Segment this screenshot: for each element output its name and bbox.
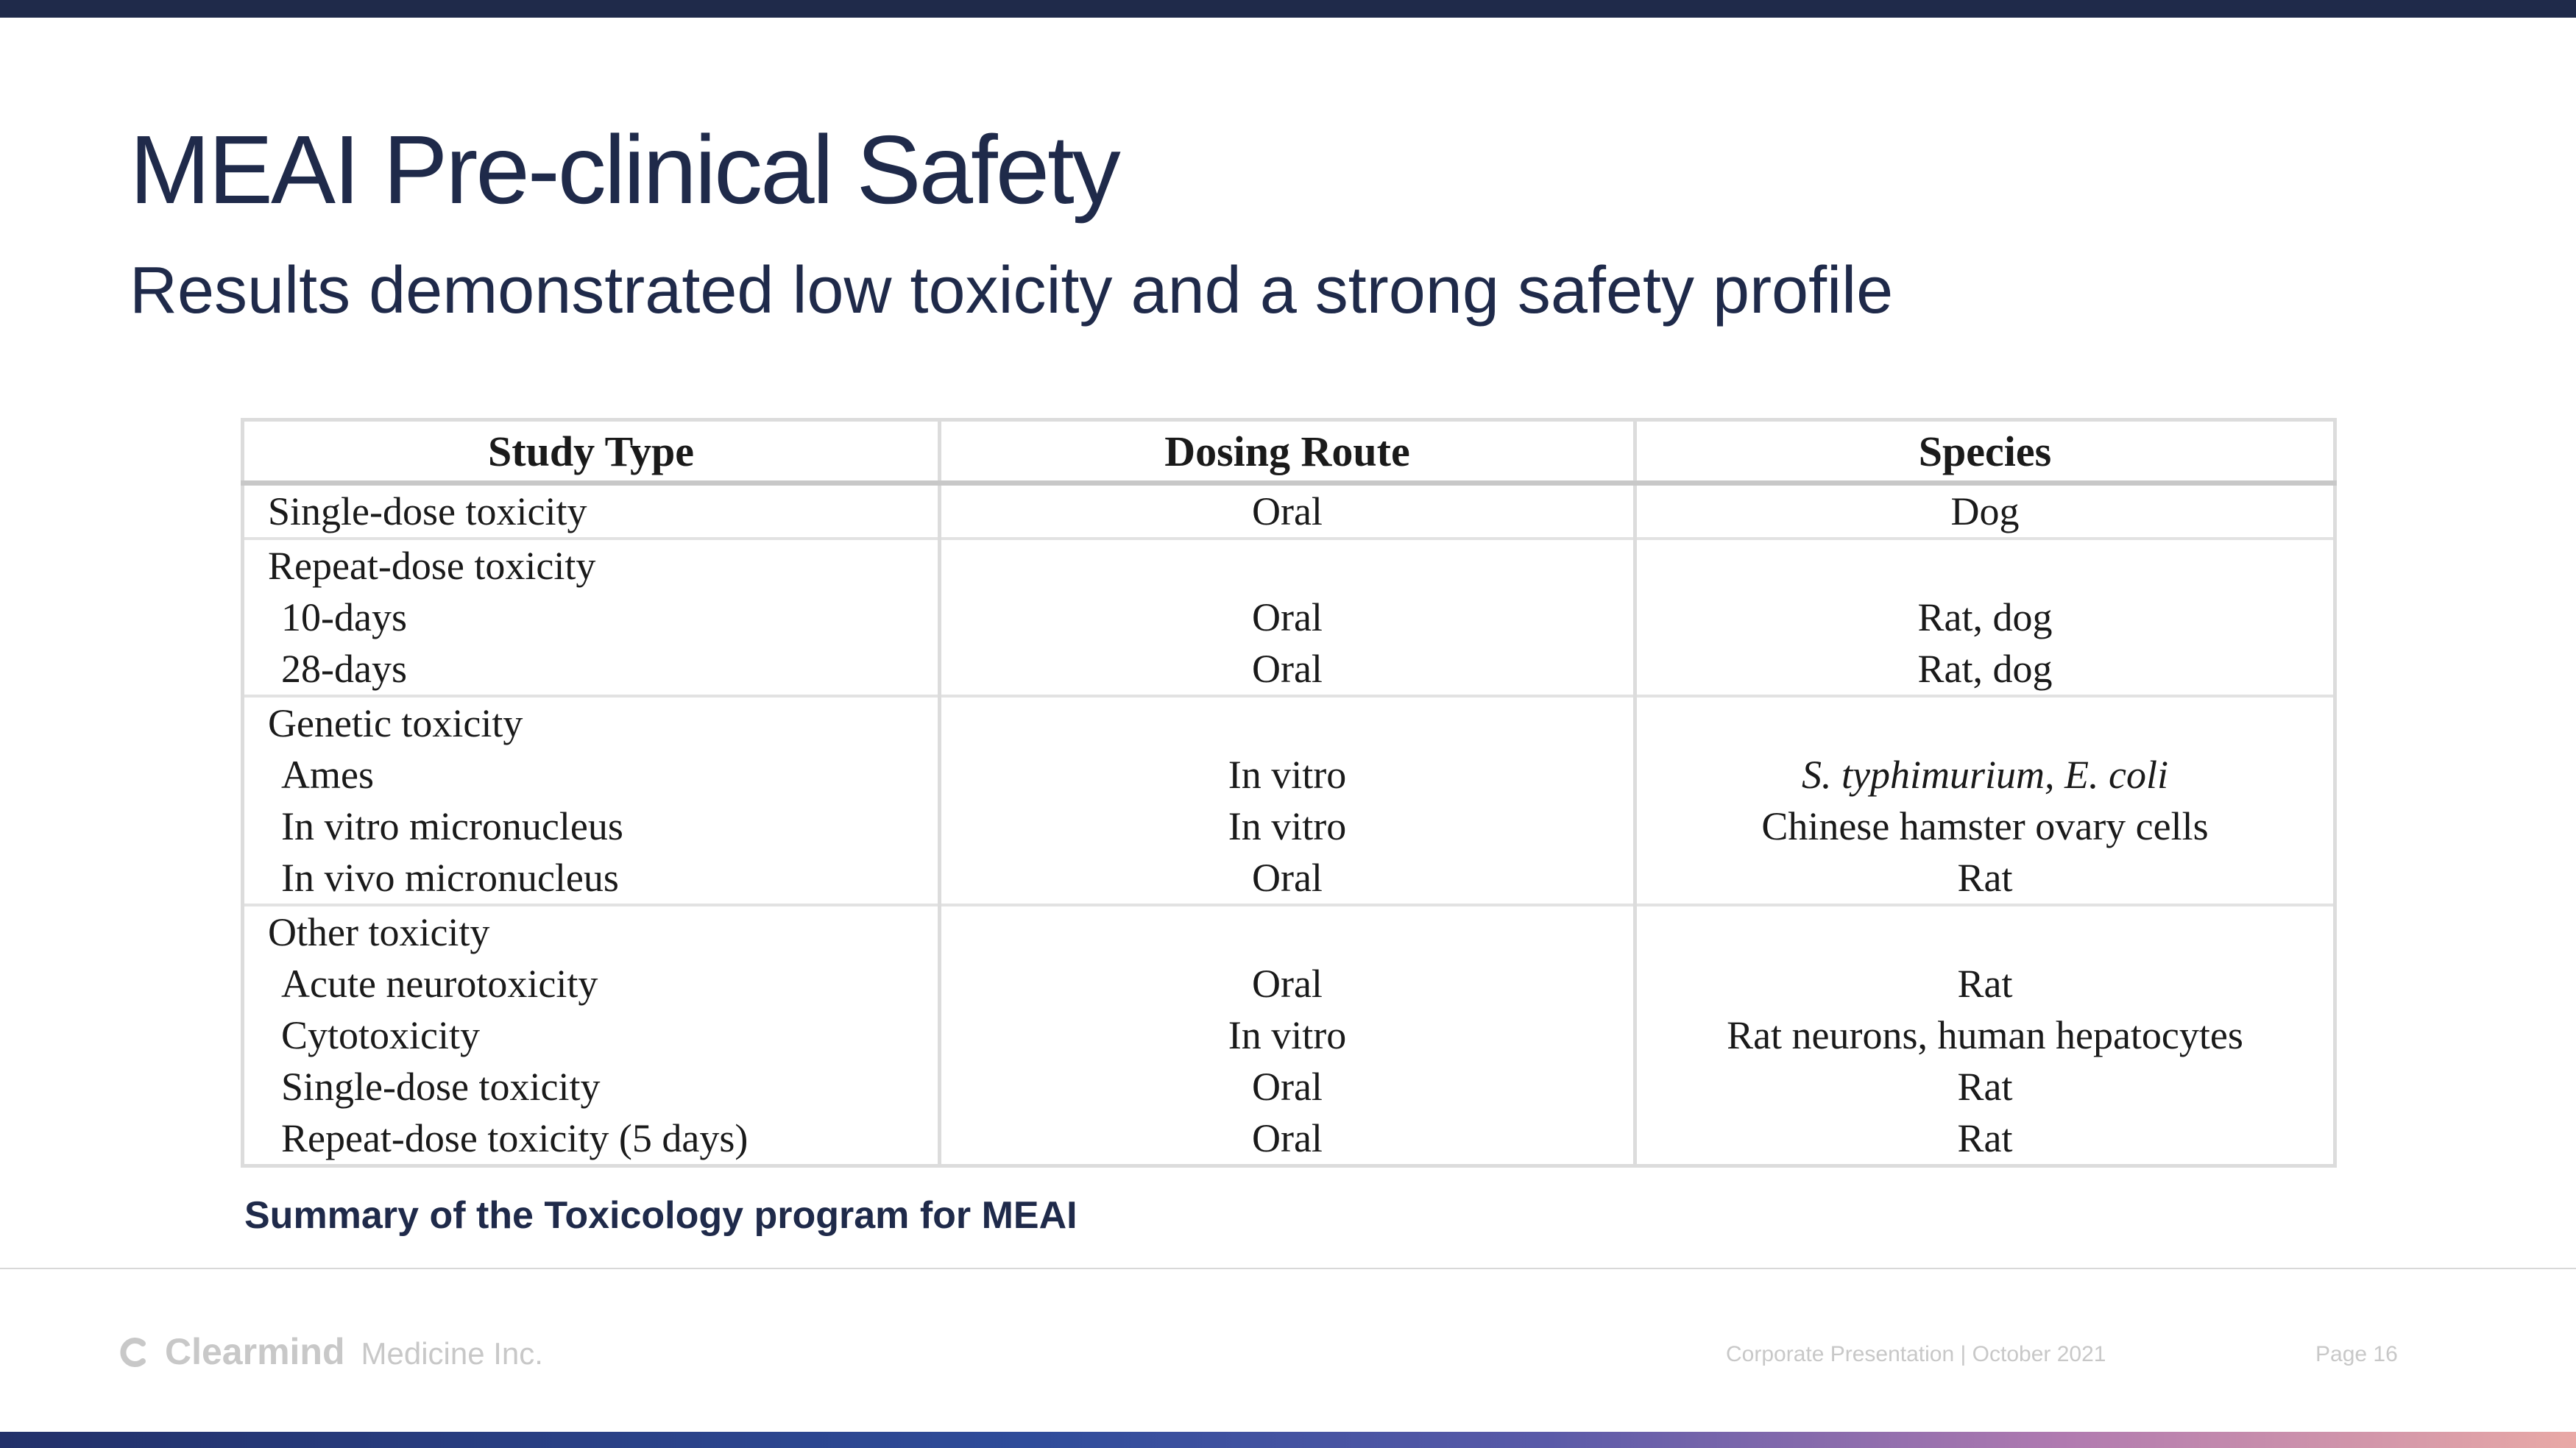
study-group-heading: Repeat-dose toxicity — [268, 544, 596, 588]
bottom-gradient-bar — [0, 1432, 2576, 1448]
table-row-other-toxicity: Other toxicity Acute neurotoxicity Cytot… — [242, 904, 2335, 1166]
dosing-route-text: Oral — [1251, 962, 1323, 1006]
species-text: S. typhimurium, E. coli — [1802, 753, 2168, 797]
footer-date: October 2021 — [1972, 1342, 2106, 1366]
dosing-route-text: Oral — [1251, 1116, 1323, 1160]
header-species: Species — [1632, 419, 2335, 486]
toxicology-table: Study Type Dosing Route Species Single-d… — [241, 418, 2337, 1168]
dosing-route-text: Oral — [1251, 1065, 1323, 1109]
species-text: Rat, dog — [1917, 595, 2053, 639]
species-text — [1637, 540, 2333, 592]
page-number: Page 16 — [2315, 1342, 2398, 1366]
logo-subtext: Medicine Inc. — [361, 1336, 543, 1371]
clearmind-logo-icon — [116, 1336, 149, 1369]
species-cell: Rat, dog Rat, dog — [1632, 537, 2335, 696]
dosing-route-text: Oral — [1251, 647, 1323, 691]
study-type-text: In vivo micronucleus — [281, 856, 619, 900]
header-dosing-route: Dosing Route — [937, 419, 1635, 486]
study-type-cell: Other toxicity Acute neurotoxicity Cytot… — [242, 904, 940, 1166]
table-row-repeat-dose: Repeat-dose toxicity 10-days 28-days Ora… — [242, 537, 2335, 696]
species-cell: Rat Rat neurons, human hepatocytes Rat R… — [1632, 904, 2335, 1166]
species-text — [1637, 698, 2333, 749]
dosing-route-cell: Oral Oral — [937, 537, 1635, 696]
study-group-heading: Genetic toxicity — [268, 701, 523, 745]
dosing-route-text: In vitro — [1228, 753, 1347, 797]
study-type-text: Repeat-dose toxicity (5 days) — [281, 1116, 749, 1160]
dosing-route-text: In vitro — [1228, 804, 1347, 848]
study-type-text: Ames — [281, 753, 374, 797]
dosing-route-cell: In vitro In vitro Oral — [937, 695, 1635, 905]
study-type-cell: Repeat-dose toxicity 10-days 28-days — [242, 537, 940, 696]
species-text: Rat — [1957, 856, 2013, 900]
table-header-row: Study Type Dosing Route Species — [242, 419, 2335, 486]
footer-presentation-name: Corporate Presentation — [1726, 1342, 1955, 1366]
dosing-route-text — [941, 906, 1633, 958]
study-group-heading: Other toxicity — [268, 910, 490, 954]
species-text: Chinese hamster ovary cells — [1761, 804, 2209, 848]
study-type-text: Acute neurotoxicity — [281, 962, 598, 1006]
study-type-cell: Single-dose toxicity — [242, 481, 940, 539]
footer-divider — [0, 1268, 2576, 1269]
dosing-route-text: In vitro — [1228, 1013, 1347, 1057]
study-type-text: 10-days — [281, 595, 407, 639]
species-text: Rat, dog — [1917, 647, 2053, 691]
species-cell: S. typhimurium, E. coli Chinese hamster … — [1632, 695, 2335, 905]
study-type-text: 28-days — [281, 647, 407, 691]
species-text: Rat — [1957, 962, 2013, 1006]
company-logo: Clearmind Medicine Inc. — [116, 1330, 543, 1373]
dosing-route-text — [941, 540, 1633, 592]
study-type-text: Cytotoxicity — [281, 1013, 480, 1057]
species-text: Rat — [1957, 1116, 2013, 1160]
dosing-route-text — [941, 698, 1633, 749]
top-accent-bar — [0, 0, 2576, 18]
dosing-route-cell: Oral — [937, 481, 1635, 539]
footer-separator: | — [1960, 1342, 1967, 1366]
study-type-cell: Genetic toxicity Ames In vitro micronucl… — [242, 695, 940, 905]
species-cell: Dog — [1632, 481, 2335, 539]
footer-presentation-info: Corporate Presentation | October 2021 — [1726, 1342, 2106, 1367]
species-text — [1637, 906, 2333, 958]
species-text: Dog — [1950, 489, 2020, 533]
slide-subtitle: Results demonstrated low toxicity and a … — [130, 254, 1894, 327]
study-type-text: Single-dose toxicity — [268, 489, 587, 533]
slide-title: MEAI Pre-clinical Safety — [130, 116, 1121, 224]
table-caption: Summary of the Toxicology program for ME… — [244, 1194, 1078, 1237]
table-row-genetic-toxicity: Genetic toxicity Ames In vitro micronucl… — [242, 695, 2335, 905]
header-study-type: Study Type — [242, 419, 940, 486]
study-type-text: In vitro micronucleus — [281, 804, 623, 848]
dosing-route-text: Oral — [1251, 489, 1323, 533]
dosing-route-cell: Oral In vitro Oral Oral — [937, 904, 1635, 1166]
species-text: Rat neurons, human hepatocytes — [1727, 1013, 2243, 1057]
species-text: Rat — [1957, 1065, 2013, 1109]
dosing-route-text: Oral — [1251, 595, 1323, 639]
table-row-single-dose: Single-dose toxicity Oral Dog — [242, 481, 2335, 539]
dosing-route-text: Oral — [1251, 856, 1323, 900]
logo-wordmark: Clearmind — [165, 1331, 345, 1372]
study-type-text: Single-dose toxicity — [281, 1065, 601, 1109]
